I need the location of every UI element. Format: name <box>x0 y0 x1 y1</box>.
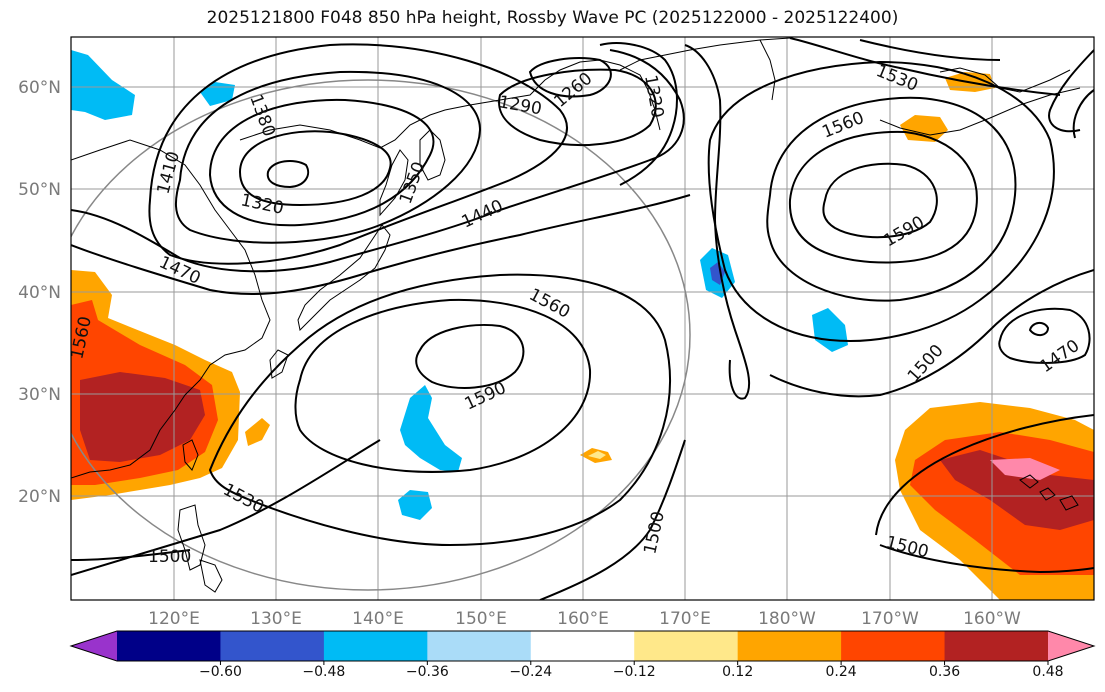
lat-label: 50°N <box>18 180 61 200</box>
colorbar-swatch <box>841 631 946 661</box>
lon-label: 120°E <box>148 609 200 629</box>
colorbar-tick-label: −0.48 <box>302 664 345 680</box>
colorbar-swatch <box>220 631 325 661</box>
negative-anomaly-center <box>400 385 462 472</box>
positive-anomaly-taiwan <box>245 418 270 446</box>
colorbar-swatch <box>530 631 635 661</box>
colorbar-swatch <box>323 631 428 661</box>
lon-label: 130°E <box>250 609 302 629</box>
analysis-region-circle <box>71 79 691 591</box>
lon-label: 160°E <box>557 609 609 629</box>
lon-label: 180°W <box>758 609 816 629</box>
colorbar-swatch <box>427 631 532 661</box>
map-title: 2025121800 F048 850 hPa height, Rossby W… <box>206 8 899 28</box>
lat-label: 60°N <box>18 78 61 98</box>
lon-label: 160°W <box>963 609 1021 629</box>
colorbar-extend-low <box>71 631 117 661</box>
negative-anomaly-center-s <box>398 490 432 520</box>
positive-anomaly-east-pink <box>990 458 1060 480</box>
colorbar: −0.60 −0.48 −0.36 −0.24 −0.12 0.12 0.24 0.36 0.4… <box>69 630 1096 680</box>
colorbar-outline <box>69 630 1096 662</box>
anomaly-shading <box>71 50 1094 600</box>
colorbar-swatch <box>737 631 842 661</box>
lon-label: 170°W <box>861 609 919 629</box>
colorbar-tick-label: −0.12 <box>613 664 656 680</box>
colorbar-extend-high <box>1048 631 1094 661</box>
colorbar-tick-label: −0.60 <box>199 664 242 680</box>
lon-label: 170°E <box>659 609 711 629</box>
height-contours <box>71 37 1094 600</box>
contour-label: 1500 <box>148 547 191 567</box>
lat-label: 30°N <box>18 385 61 405</box>
negative-anomaly-small-n <box>200 82 235 106</box>
colorbar-tick-label: 0.24 <box>826 664 857 680</box>
positive-anomaly-east-core <box>940 450 1094 530</box>
colorbar-swatch <box>944 631 1049 661</box>
longitude-labels: 120°E 130°E 140°E 150°E 160°E 170°E 180°… <box>148 609 1021 629</box>
positive-anomaly-ne <box>900 115 948 142</box>
colorbar-tick-label: 0.12 <box>722 664 753 680</box>
positive-anomaly-small-core <box>588 451 606 459</box>
lon-label: 140°E <box>352 609 404 629</box>
colorbar-tick-label: −0.36 <box>406 664 449 680</box>
colorbar-tick-label: 0.36 <box>929 664 960 680</box>
lat-label: 40°N <box>18 283 61 303</box>
colorbar-swatch <box>117 631 221 661</box>
colorbar-swatch <box>634 631 739 661</box>
lon-label: 150°E <box>455 609 507 629</box>
map-frame <box>70 36 1095 601</box>
colorbar-tick-label: −0.24 <box>509 664 552 680</box>
lat-label: 20°N <box>18 487 61 507</box>
colorbar-tick-label: 0.48 <box>1032 664 1063 680</box>
negative-anomaly-nw <box>71 50 135 120</box>
latitude-labels: 60°N 50°N 40°N 30°N 20°N <box>18 78 61 507</box>
map-area: 1380 1290 1260 1320 1320 1350 1410 1440 … <box>71 37 1094 600</box>
